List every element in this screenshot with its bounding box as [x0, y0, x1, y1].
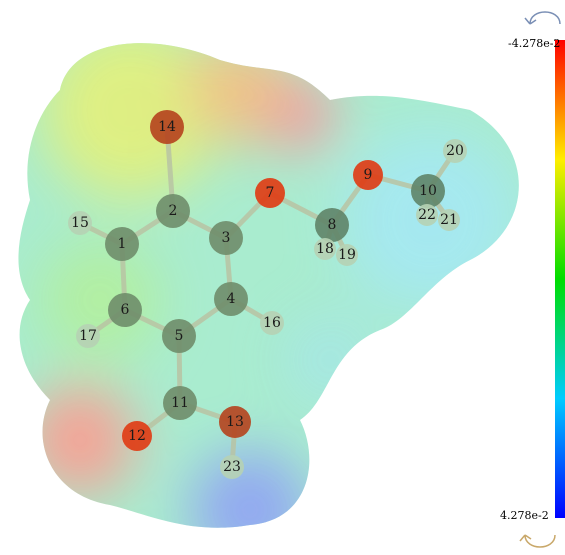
atom-label: 19	[338, 247, 356, 263]
atom-label: 8	[328, 217, 337, 233]
atom-label: 14	[158, 119, 176, 135]
scale-bottom-label: 4.278e-2	[500, 509, 549, 522]
atom-label: 11	[171, 395, 189, 411]
rotate-icon-top[interactable]	[525, 12, 560, 24]
atom-label: 21	[440, 212, 458, 228]
atom-label: 2	[169, 203, 178, 219]
atom-label: 23	[223, 459, 241, 475]
rotate-icon-bottom[interactable]	[520, 535, 555, 547]
scale-top-label: -4.278e-2	[508, 37, 560, 50]
atom-label: 15	[71, 215, 89, 231]
atom-label: 22	[418, 207, 436, 223]
potential-surface	[0, 0, 565, 555]
atom-label: 20	[446, 143, 464, 159]
atom-label: 3	[222, 230, 231, 246]
atom-label: 18	[316, 241, 334, 257]
atom-label: 10	[419, 183, 437, 199]
atom-label: 7	[266, 185, 275, 201]
atom-label: 5	[175, 328, 184, 344]
atom-label: 1	[118, 236, 127, 252]
atom-label: 9	[364, 167, 373, 183]
atom-label: 13	[226, 414, 244, 430]
color-bar	[555, 40, 565, 518]
atom-label: 16	[263, 315, 281, 331]
atom-label: 6	[121, 302, 130, 318]
atom-label: 4	[227, 291, 236, 307]
atom-label: 17	[79, 328, 97, 344]
atom-label: 12	[128, 428, 146, 444]
molecule-view: 1234567891011121314151617181920212223 -4…	[0, 0, 565, 555]
